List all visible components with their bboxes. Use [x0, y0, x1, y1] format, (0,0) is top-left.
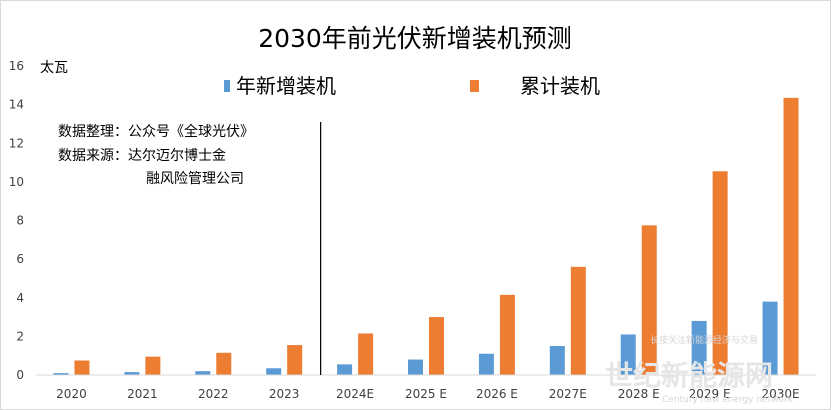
bar-cumulative — [145, 356, 161, 375]
x-axis-ticks: 2020 2021 2022 2023 2024E 2025 E 2026 E 2027E 20… — [56, 387, 799, 401]
bar-annual — [478, 353, 494, 375]
y-tick-label: 2 — [16, 329, 24, 343]
y-tick-label: 16 — [9, 59, 24, 73]
x-tick-label: 2023 — [269, 387, 300, 401]
y-tick-label: 12 — [9, 136, 24, 150]
x-tick-label: 2021 — [127, 387, 158, 401]
bar-cumulative — [74, 360, 90, 375]
watermark-subtitle: Century new energy network — [662, 395, 794, 405]
bar-annual — [53, 373, 69, 375]
watermark: 长按关注新能源经济与交易 世纪新能源网 Century new energy n… — [605, 334, 794, 405]
bar-cumulative — [712, 171, 728, 375]
note-line-compiler: 数据整理：公众号《全球光伏》 — [58, 123, 254, 140]
bar-annual — [266, 368, 282, 375]
chart-title: 2030年前光伏新增装机预测 — [258, 24, 572, 53]
bars — [53, 97, 799, 375]
y-tick-label: 8 — [16, 214, 24, 228]
legend-swatch-annual — [224, 80, 230, 92]
bar-cumulative — [641, 225, 657, 375]
x-tick-label: 2028 E — [618, 387, 660, 401]
watermark-logo-text: 世纪新能源网 — [605, 359, 773, 392]
legend-label-annual: 年新增装机 — [236, 74, 336, 98]
y-tick-label: 10 — [9, 175, 24, 189]
bar-cumulative — [358, 333, 374, 375]
bar-annual — [762, 301, 778, 375]
bar-cumulative — [570, 266, 586, 375]
bar-annual — [408, 359, 423, 375]
bar-cumulative — [287, 345, 303, 375]
x-tick-label: 2024E — [336, 387, 374, 401]
bar-cumulative — [216, 352, 232, 375]
source-note: 数据整理：公众号《全球光伏》 数据来源：达尔迈尔博士金 融风险管理公司 — [58, 123, 254, 187]
y-tick-label: 0 — [16, 368, 24, 382]
note-line-source: 数据来源：达尔迈尔博士金 — [58, 147, 226, 164]
bar-annual — [691, 320, 707, 375]
legend-label-cumulative: 累计装机 — [520, 74, 600, 98]
x-tick-label: 2020 — [56, 387, 87, 401]
y-tick-label: 6 — [16, 252, 24, 266]
watermark-banner: 长按关注新能源经济与交易 — [650, 334, 758, 346]
y-tick-label: 4 — [16, 291, 24, 305]
x-tick-label: 2030E — [761, 387, 799, 401]
note-line-source-cont: 融风险管理公司 — [146, 171, 244, 187]
y-tick-label: 14 — [9, 98, 24, 112]
x-tick-label: 2026 E — [476, 387, 518, 401]
x-tick-label: 2029 E — [689, 387, 731, 401]
x-tick-label: 2027E — [549, 387, 587, 401]
bar-annual — [337, 364, 353, 375]
x-tick-label: 2022 — [198, 387, 229, 401]
y-axis-ticks: 0 2 4 6 8 10 12 14 16 — [9, 59, 24, 382]
legend-swatch-cumulative — [470, 80, 479, 92]
bar-cumulative — [783, 97, 799, 375]
bar-annual — [620, 334, 636, 375]
bar-annual — [549, 346, 565, 375]
x-tick-label: 2025 E — [405, 387, 447, 401]
y-axis-unit-label: 太瓦 — [40, 60, 68, 76]
bar-annual — [195, 371, 211, 375]
bar-cumulative — [429, 317, 444, 375]
bar-cumulative — [499, 294, 515, 375]
bar-annual — [124, 372, 140, 375]
legend: 年新增装机 累计装机 — [224, 74, 600, 98]
